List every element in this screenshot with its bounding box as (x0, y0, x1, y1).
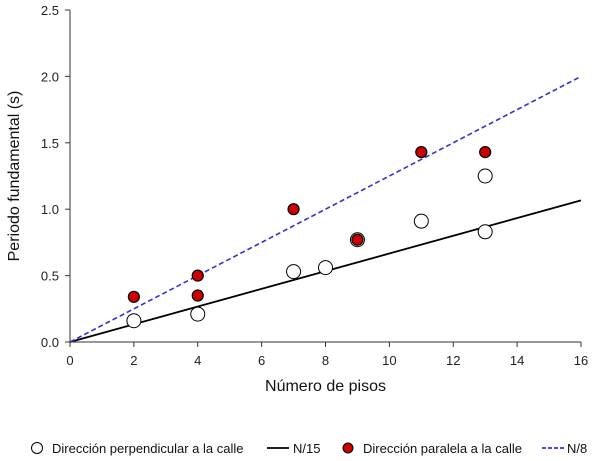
y-tick-label: 1.0 (41, 202, 59, 217)
y-axis-label: Periodo fundamental (s) (6, 91, 23, 262)
point-paralela (479, 145, 492, 159)
axes (69, 10, 581, 343)
legend-entry: N/8 (567, 441, 587, 456)
legend-entry: N/15 (293, 441, 320, 456)
series-line-n8 (69, 75, 582, 343)
x-tick-label: 2 (130, 353, 137, 368)
x-tick-label: 12 (446, 353, 460, 368)
legend-entry: Dirección perpendicular a la calle (52, 441, 244, 456)
x-tick-label: 14 (510, 353, 524, 368)
point-perpendicular (477, 168, 493, 184)
legend: Dirección perpendicular a la calle N/15 Di… (31, 441, 587, 456)
point-paralela (191, 269, 204, 282)
legend-entry: Dirección paralela a la calle (363, 441, 522, 456)
x-tick-label: 6 (258, 353, 265, 368)
x-ticks: 0 2 4 6 8 10 12 14 16 (66, 342, 588, 368)
point-perpendicular (286, 264, 302, 280)
x-tick-label: 4 (194, 353, 201, 368)
x-tick-label: 10 (382, 353, 396, 368)
x-axis-label: Número de pisos (265, 378, 386, 395)
y-tick-label: 0.0 (41, 335, 59, 350)
point-perpendicular (126, 313, 142, 329)
point-perpendicular (190, 306, 206, 322)
y-tick-label: 2.5 (41, 3, 59, 18)
point-perpendicular (413, 213, 429, 229)
x-tick-label: 8 (322, 353, 329, 368)
y-ticks: 0.0 0.5 1.0 1.5 2.0 2.5 (41, 3, 70, 350)
x-tick-label: 16 (574, 353, 588, 368)
y-tick-label: 0.5 (41, 269, 59, 284)
point-paralela (415, 145, 428, 159)
point-paralela (351, 233, 364, 246)
y-tick-label: 2.0 (41, 69, 59, 84)
y-tick-label: 1.5 (41, 136, 59, 151)
point-paralela (287, 203, 300, 216)
x-tick-label: 0 (66, 353, 73, 368)
point-perpendicular (477, 224, 493, 240)
plot-points (126, 145, 493, 329)
plot-lines (69, 75, 582, 343)
point-paralela (191, 289, 204, 302)
point-perpendicular (318, 260, 333, 276)
legend-swatch-marker (31, 442, 43, 454)
legend-swatch-marker (342, 442, 354, 454)
point-paralela (127, 290, 140, 303)
